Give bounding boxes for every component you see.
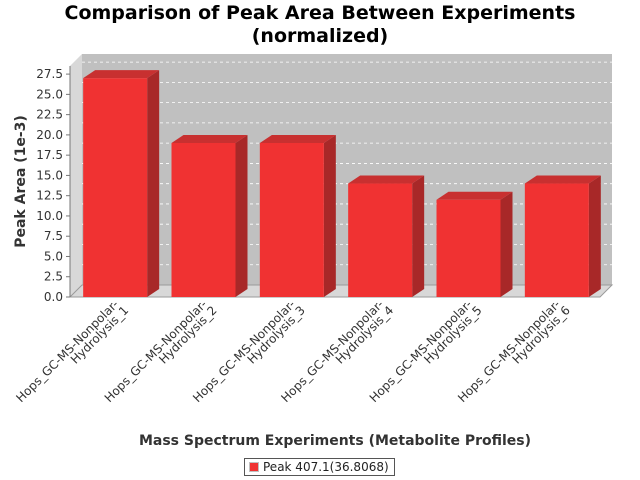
bar [83,78,148,297]
bar-side [412,175,425,297]
bar-top [524,175,601,184]
y-tick-label: 20.0 [36,128,63,142]
y-tick-label: 7.5 [44,229,63,243]
bar-top [436,191,513,200]
y-tick-label: 0.0 [44,290,63,304]
bar [348,183,413,297]
x-tick-label: Hops_GC-MS-Nonpolar- [13,297,121,405]
y-tick-label: 27.5 [36,67,63,81]
bar-side [235,135,248,297]
y-tick-label: 5.0 [44,249,63,263]
y-tick-label: 10.0 [36,209,63,223]
bar-side [323,135,336,297]
bar-side [588,175,601,297]
bar-top [171,135,248,143]
bar [171,143,236,297]
legend: Peak 407.1(36.8068) [244,458,395,476]
bar-top [259,135,336,143]
legend-label: Peak 407.1(36.8068) [263,460,389,474]
chart-title: Comparison of Peak Area Between Experime… [0,2,640,48]
chart-title-line-1: Comparison of Peak Area Between Experime… [64,2,576,24]
y-tick-label: 22.5 [36,108,63,122]
y-tick-label: 25.0 [36,87,63,101]
bar-top [348,175,425,184]
y-tick-label: 12.5 [36,189,63,203]
y-tick-label: 15.0 [36,168,63,182]
bar [524,183,589,297]
x-axis-label: Mass Spectrum Experiments (Metabolite Pr… [139,433,531,449]
plot-left-wall [70,54,82,297]
y-tick-label: 17.5 [36,148,63,162]
y-tick-label: 2.5 [44,270,63,284]
bar [436,199,501,297]
bar-side [147,70,160,297]
chart-title-line-2: (normalized) [251,25,389,47]
y-axis-label: Peak Area (1e-3) [13,115,29,248]
legend-swatch [249,462,259,472]
bar-top [83,70,160,79]
bar-side [500,191,513,297]
bar [259,143,324,297]
